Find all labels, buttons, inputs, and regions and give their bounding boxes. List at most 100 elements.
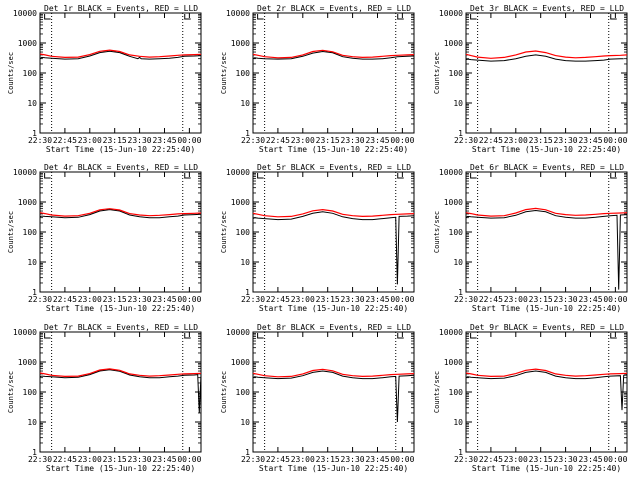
- x-tick-label: 23:30: [128, 455, 152, 464]
- panel-title: Det 5r BLACK = Events, RED = LLD: [257, 163, 411, 172]
- bracket-mark: [257, 173, 264, 179]
- x-tick-label: 22:30: [28, 136, 52, 145]
- series-line-events: [465, 209, 628, 290]
- y-tick-label: 10000: [226, 9, 250, 18]
- series-line-lld: [39, 208, 202, 217]
- x-tick-label: 23:00: [78, 136, 102, 145]
- y-tick-label: 1: [32, 288, 37, 297]
- panel-title: Det 2r BLACK = Events, RED = LLD: [257, 4, 411, 13]
- x-tick-label: 23:15: [103, 295, 127, 304]
- x-tick-label: 23:00: [504, 136, 528, 145]
- x-tick-label: 22:45: [479, 295, 503, 304]
- x-tick-label: 23:45: [365, 136, 389, 145]
- plot-frame: [252, 171, 415, 293]
- bracket-mark: [257, 333, 264, 339]
- x-tick-label: 23:45: [365, 295, 389, 304]
- y-axis-label: Counts/sec: [220, 371, 228, 413]
- x-tick-label: 23:30: [341, 295, 365, 304]
- x-tick-label: 23:15: [529, 136, 553, 145]
- y-tick-label: 10000: [13, 9, 37, 18]
- y-tick-label: 1: [458, 288, 463, 297]
- x-tick-label: 22:45: [53, 295, 77, 304]
- y-tick-label: 100: [23, 388, 38, 397]
- y-tick-label: 1: [458, 448, 463, 457]
- series-line-lld: [39, 49, 202, 59]
- series-line-lld: [252, 49, 415, 59]
- panel-det-2: Det 2r BLACK = Events, RED = LLD 1 10 100 10…: [220, 4, 415, 154]
- x-axis-label: Start Time (15-Jun-10 22:25:40): [259, 145, 408, 154]
- x-tick-label: 23:15: [529, 295, 553, 304]
- y-tick-label: 10: [240, 258, 250, 267]
- y-axis-label: Counts/sec: [220, 52, 228, 94]
- x-tick-label: 00:00: [603, 455, 627, 464]
- y-tick-label: 100: [449, 388, 464, 397]
- series-line-lld: [465, 50, 628, 59]
- y-tick-label: 10: [27, 99, 37, 108]
- plot-frame: [465, 12, 628, 134]
- x-tick-label: 23:30: [554, 295, 578, 304]
- plot-frame: [252, 331, 415, 453]
- x-tick-label: 22:45: [479, 136, 503, 145]
- y-tick-label: 100: [449, 69, 464, 78]
- x-tick-label: 23:45: [152, 136, 176, 145]
- y-tick-label: 1000: [231, 39, 250, 48]
- y-tick-label: 10: [27, 418, 37, 427]
- series-line-lld: [252, 368, 415, 378]
- y-axis-label: Counts/sec: [433, 52, 441, 94]
- series-line-events: [252, 50, 415, 71]
- y-tick-label: 1000: [18, 39, 37, 48]
- series-line-events: [465, 54, 624, 78]
- y-tick-label: 100: [236, 228, 251, 237]
- x-axis-label: Start Time (15-Jun-10 22:25:40): [472, 145, 621, 154]
- x-tick-label: 23:15: [316, 295, 340, 304]
- bracket-mark: [610, 333, 617, 339]
- x-tick-label: 23:45: [578, 295, 602, 304]
- series-line-events: [39, 369, 202, 414]
- series-line-events: [252, 211, 415, 285]
- bracket-mark: [470, 173, 477, 179]
- panel-title: Det 6r BLACK = Events, RED = LLD: [470, 163, 624, 172]
- y-tick-label: 10000: [13, 168, 37, 177]
- x-tick-label: 00:00: [390, 136, 414, 145]
- x-tick-label: 23:30: [128, 295, 152, 304]
- y-tick-label: 1000: [444, 39, 463, 48]
- x-tick-label: 00:00: [603, 295, 627, 304]
- y-tick-label: 10000: [226, 328, 250, 337]
- x-tick-label: 23:00: [504, 455, 528, 464]
- panel-title: Det 1r BLACK = Events, RED = LLD: [44, 4, 198, 13]
- x-tick-label: 22:45: [53, 455, 77, 464]
- y-axis-label: Counts/sec: [220, 211, 228, 253]
- x-tick-label: 23:00: [504, 295, 528, 304]
- x-axis-label: Start Time (15-Jun-10 22:25:40): [472, 304, 621, 313]
- y-tick-label: 100: [23, 228, 38, 237]
- x-tick-label: 22:30: [28, 295, 52, 304]
- x-tick-label: 22:30: [241, 455, 265, 464]
- y-tick-label: 1000: [444, 358, 463, 367]
- series-line-events: [252, 370, 415, 423]
- plot-frame: [39, 171, 202, 293]
- x-tick-label: 23:45: [578, 455, 602, 464]
- x-tick-label: 22:30: [28, 455, 52, 464]
- x-tick-label: 23:45: [578, 136, 602, 145]
- x-tick-label: 23:30: [554, 455, 578, 464]
- y-tick-label: 10000: [439, 9, 463, 18]
- y-tick-label: 10: [240, 99, 250, 108]
- series-line-events: [39, 50, 202, 68]
- x-axis-label: Start Time (15-Jun-10 22:25:40): [472, 464, 621, 473]
- x-tick-label: 22:30: [454, 295, 478, 304]
- bracket-mark: [397, 173, 404, 179]
- panel-title: Det 3r BLACK = Events, RED = LLD: [470, 4, 624, 13]
- series-line-lld: [465, 368, 628, 378]
- bracket-mark: [257, 14, 264, 20]
- x-tick-label: 23:45: [365, 455, 389, 464]
- bracket-mark: [610, 14, 617, 20]
- panel-det-5: Det 5r BLACK = Events, RED = LLD 1 10 100 10…: [220, 163, 415, 313]
- y-tick-label: 10: [453, 258, 463, 267]
- x-tick-label: 23:15: [316, 136, 340, 145]
- x-tick-label: 00:00: [177, 455, 201, 464]
- series-line-events: [39, 209, 202, 232]
- y-axis-label: Counts/sec: [7, 371, 15, 413]
- x-axis-label: Start Time (15-Jun-10 22:25:40): [46, 464, 195, 473]
- x-tick-label: 22:30: [454, 136, 478, 145]
- x-tick-label: 00:00: [177, 295, 201, 304]
